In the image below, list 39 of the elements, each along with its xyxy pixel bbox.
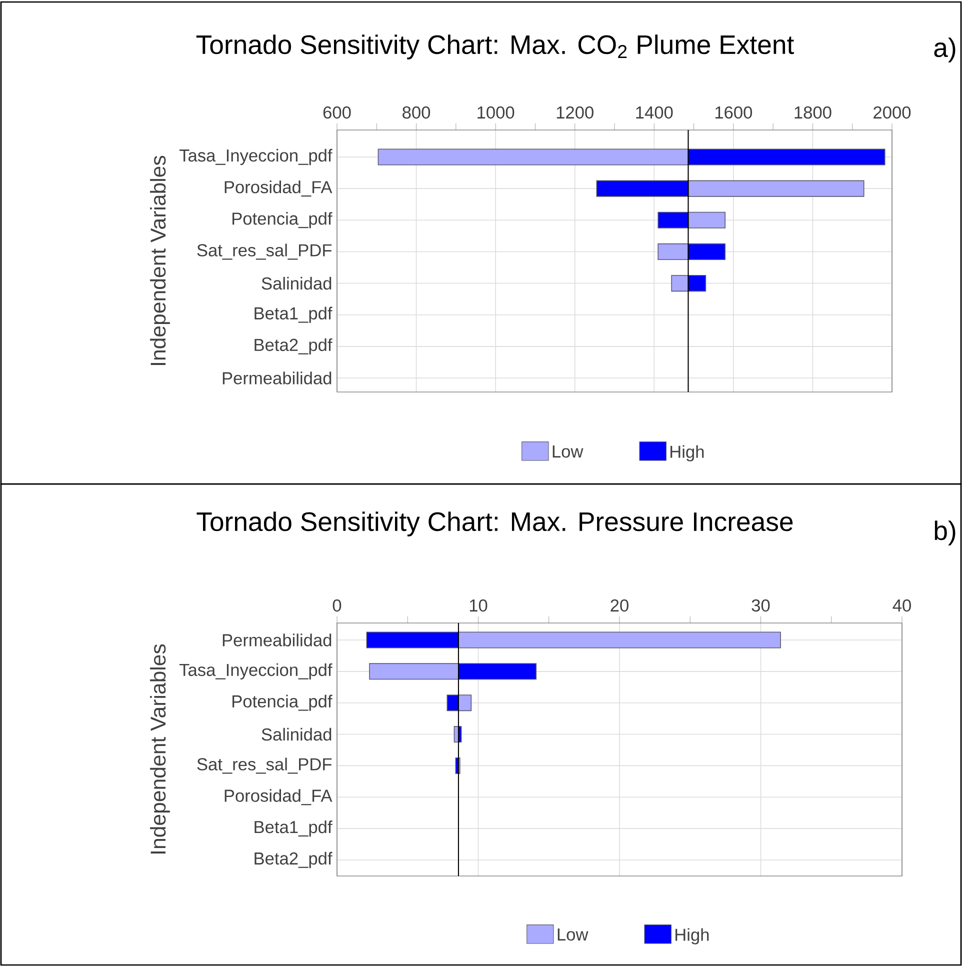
y-tick-label: Salinidad bbox=[262, 276, 332, 290]
y-tick-label: Porosidad_FA bbox=[224, 789, 332, 806]
legend-label: Low bbox=[558, 928, 588, 941]
x-tick-label: 0 bbox=[332, 599, 342, 612]
x-tick-label: 30 bbox=[752, 599, 770, 612]
text: b) bbox=[934, 520, 956, 546]
x-tick-label: 1600 bbox=[715, 106, 752, 119]
y-axis-title: Independent Variables bbox=[150, 644, 170, 854]
y-tick-label: Porosidad_FA bbox=[224, 180, 332, 197]
x-tick-label: 1200 bbox=[556, 106, 594, 119]
legend-label: High bbox=[670, 445, 704, 462]
y-tick-label: Beta1_pdf bbox=[254, 820, 332, 837]
x-tick-label: 1800 bbox=[794, 106, 832, 119]
y-tick-label: Beta1_pdf bbox=[254, 306, 332, 323]
text: a) bbox=[934, 38, 956, 62]
y-axis-title: Independent Variables bbox=[150, 156, 170, 365]
y-tick-label: Tasa_Inyeccion_pdf bbox=[179, 148, 332, 166]
y-tick-label: Sat_res_sal_PDF bbox=[197, 244, 332, 260]
y-tick-label: Salinidad bbox=[262, 728, 332, 741]
x-tick-label: 1400 bbox=[636, 106, 673, 119]
chart-title: Tornado Sensitivity Chart: Max. Pressure Increase bbox=[196, 512, 793, 536]
chart-title: Tornado Sensitivity Chart: Max. CO$_{2}$ Plume Extent bbox=[196, 34, 794, 60]
y-tick-label: Beta2_pdf bbox=[254, 852, 332, 868]
x-tick-label: 800 bbox=[402, 106, 430, 119]
y-tick-label: Sat_res_sal_PDF bbox=[197, 758, 332, 774]
y-tick-label: Permeabilidad bbox=[222, 372, 332, 384]
y-tick-label: Beta2_pdf bbox=[254, 338, 332, 355]
y-tick-label: Potencia_pdf bbox=[232, 694, 332, 711]
legend-label: Low bbox=[552, 446, 584, 458]
x-tick-label: 2000 bbox=[874, 106, 911, 119]
x-tick-label: 40 bbox=[892, 599, 911, 612]
x-tick-label: 10 bbox=[470, 599, 488, 612]
y-tick-label: Potencia_pdf bbox=[232, 212, 332, 228]
y-tick-label: Tasa_Inyeccion_pdf bbox=[179, 663, 332, 680]
x-tick-label: 1000 bbox=[478, 106, 514, 119]
y-tick-label: Permeabilidad bbox=[222, 634, 332, 646]
legend-label: High bbox=[676, 928, 709, 944]
x-tick-label: 20 bbox=[610, 599, 628, 612]
x-tick-label: 600 bbox=[323, 106, 351, 119]
